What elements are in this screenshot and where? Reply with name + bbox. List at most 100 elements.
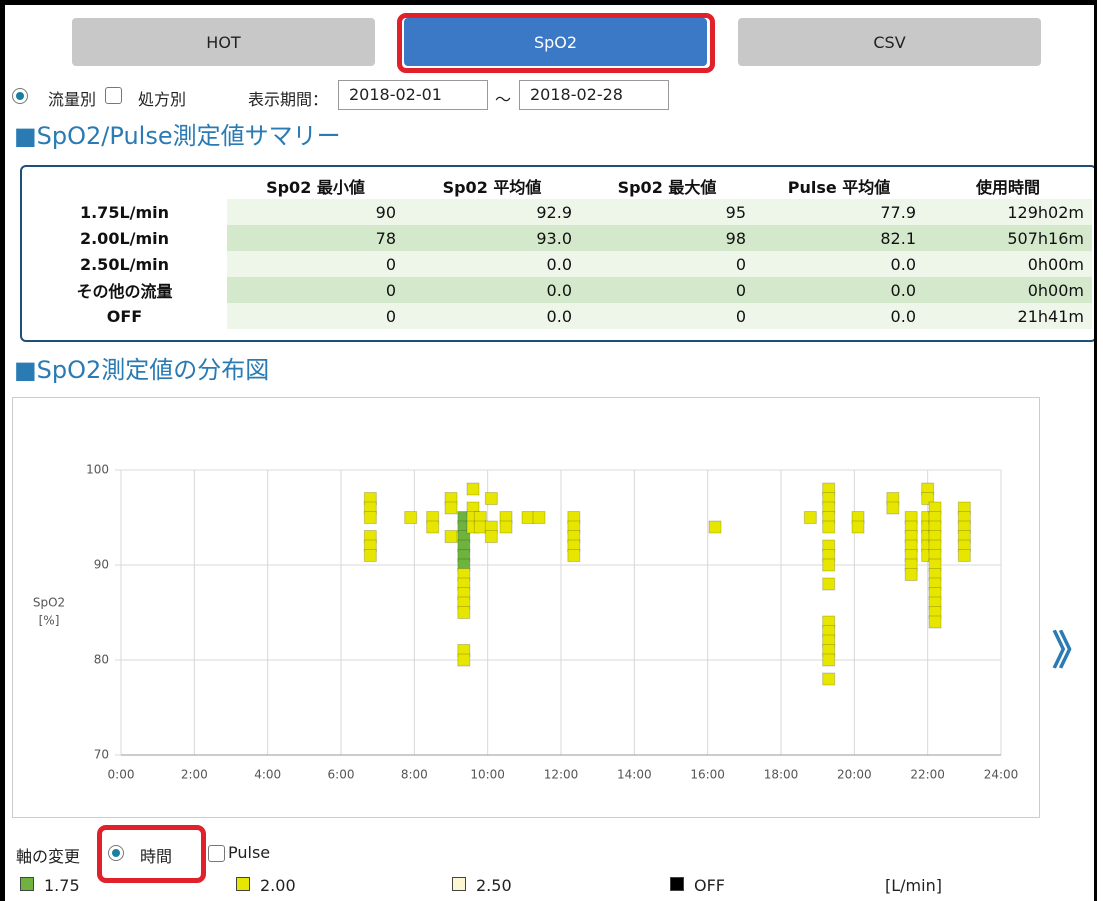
point (822, 653, 836, 667)
row-label: 1.75L/min (79, 202, 170, 222)
cell: 0 (580, 303, 754, 329)
cell: 0h00m (924, 277, 1092, 303)
summary-table: Sp02 最小値 Sp02 平均値 Sp02 最大値 Pulse 平均値 使用時間 1.7… (22, 173, 1092, 329)
summary-box: Sp02 最小値 Sp02 平均値 Sp02 最大値 Pulse 平均値 使用時間 1.7… (20, 165, 1097, 342)
radio-flow[interactable] (12, 88, 28, 104)
point (904, 568, 918, 581)
x-tick-label: 20:00 (837, 768, 872, 782)
y-tick-label: 80 (94, 653, 109, 667)
y-axis-label: [%] (39, 614, 60, 628)
y-axis-label: SpO2 (33, 596, 65, 610)
cell: 92.9 (404, 199, 580, 225)
option-label: 時間 (140, 847, 173, 866)
x-tick-label: 0:00 (108, 768, 135, 782)
y-tick-label: 70 (94, 748, 109, 762)
cell: 0.0 (404, 303, 580, 329)
option-label: Pulse (228, 843, 271, 862)
point (444, 530, 458, 543)
tab-hot[interactable]: HOT (72, 18, 375, 66)
option-label: 処方別 (138, 90, 187, 109)
legend-swatch (236, 877, 250, 891)
point (822, 577, 836, 591)
cell: 0 (227, 277, 404, 303)
point (363, 549, 377, 562)
point (708, 520, 722, 534)
point (473, 520, 487, 534)
period-label: 表示期間： (248, 90, 329, 109)
highlight (397, 13, 715, 73)
cell: 507h16m (924, 225, 1092, 251)
option-label: 流量別 (48, 90, 97, 109)
radio-time[interactable] (108, 845, 124, 861)
tab-spo2[interactable]: SpO2 (404, 18, 707, 66)
x-tick-label: 22:00 (910, 768, 945, 782)
cell: 0 (580, 251, 754, 277)
legend-swatch (670, 877, 684, 891)
cell: 0 (227, 251, 404, 277)
x-tick-label: 2:00 (181, 768, 208, 782)
cell: 129h02m (924, 199, 1092, 225)
legend-swatch (452, 877, 466, 891)
row-label: その他の流量 (76, 282, 173, 301)
table-row: OFF 0 0.0 0 0.0 21h41m (22, 303, 1092, 329)
header-row: Sp02 最小値 Sp02 平均値 Sp02 最大値 Pulse 平均値 使用時間 (22, 173, 1092, 199)
chart-box: 70 80 90 100 0:00 2:00 4:00 6:00 8:00 10:00 12:00 1… (12, 397, 1040, 818)
row-label: 2.00L/min (79, 228, 170, 248)
cell: 93.0 (404, 225, 580, 251)
point (957, 549, 971, 562)
cell: 90 (227, 199, 404, 225)
cell: 0.0 (754, 251, 924, 277)
table-row: 1.75L/min 90 92.9 95 77.9 129h02m (22, 199, 1092, 225)
point (484, 530, 498, 543)
section-heading: ■SpO2測定値の分布図 (14, 356, 270, 384)
point (363, 511, 377, 524)
cell: 95 (580, 199, 754, 225)
x-tick-label: 24:00 (984, 768, 1019, 782)
start-date[interactable]: 2018-02-01 (338, 80, 488, 110)
header-cell (22, 173, 227, 199)
point (851, 520, 865, 534)
point (404, 511, 418, 524)
chart: 70 80 90 100 0:00 2:00 4:00 6:00 8:00 10:00 12:00 1… (33, 463, 1019, 782)
end-date[interactable]: 2018-02-28 (519, 80, 669, 110)
checkbox-prescription[interactable] (105, 87, 122, 104)
point (457, 606, 471, 619)
cell: 0.0 (754, 303, 924, 329)
x-tick-label: 14:00 (617, 768, 652, 782)
highlight (97, 825, 206, 883)
cell: 0.0 (404, 277, 580, 303)
cell: 0 (580, 277, 754, 303)
x-tick-label: 6:00 (328, 768, 355, 782)
checkbox-pulse[interactable] (208, 845, 225, 862)
table-row: 2.00L/min 78 93.0 98 82.1 507h16m (22, 225, 1092, 251)
legend-label: 2.00 (260, 876, 296, 895)
cell: 0h00m (924, 251, 1092, 277)
point (921, 492, 935, 505)
cell: 82.1 (754, 225, 924, 251)
x-tick-label: 4:00 (254, 768, 281, 782)
header-cell: Sp02 平均値 (442, 178, 542, 197)
cell: 78 (227, 225, 404, 251)
cell: 0.0 (754, 277, 924, 303)
point (466, 482, 480, 496)
legend-label: OFF (694, 876, 725, 895)
next-button[interactable]: 》 (1052, 628, 1092, 674)
header-cell: Sp02 最小値 (266, 178, 365, 197)
legend-label: 2.50 (476, 876, 512, 895)
tab-csv[interactable]: CSV (738, 18, 1041, 66)
point (822, 672, 836, 686)
cell: 98 (580, 225, 754, 251)
point (886, 501, 900, 515)
point (426, 520, 440, 534)
separator: ～ (495, 90, 512, 109)
legend-label: 1.75 (44, 876, 80, 895)
row-label: OFF (106, 306, 143, 326)
point (457, 653, 471, 667)
x-tick-label: 10:00 (470, 768, 505, 782)
row-label: 2.50L/min (79, 254, 170, 274)
y-tick-label: 90 (94, 558, 109, 572)
point (822, 558, 836, 572)
point (822, 520, 836, 534)
header-cell: Sp02 最大値 (617, 178, 717, 197)
